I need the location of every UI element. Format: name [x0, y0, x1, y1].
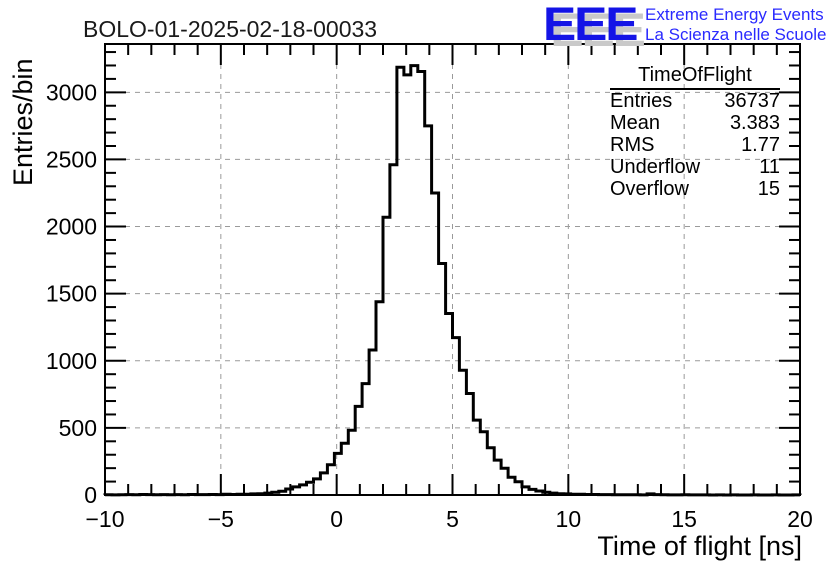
svg-text:5: 5: [446, 506, 459, 532]
stats-label: Entries: [610, 90, 673, 112]
y-axis-title: Entries/bin: [8, 58, 38, 186]
stats-label: RMS: [610, 134, 655, 156]
svg-text:10: 10: [556, 506, 582, 532]
svg-text:2000: 2000: [46, 214, 97, 240]
stats-label: Overflow: [610, 178, 689, 200]
svg-text:1500: 1500: [46, 281, 97, 307]
svg-text:500: 500: [59, 415, 97, 441]
svg-text:15: 15: [671, 506, 697, 532]
svg-text:2500: 2500: [46, 146, 97, 172]
stats-row-underflow: Underflow 11: [610, 156, 780, 178]
stats-box: TimeOfFlight Entries 36737 Mean 3.383 RM…: [610, 64, 780, 200]
stats-label: Mean: [610, 112, 661, 134]
svg-text:0: 0: [84, 482, 97, 508]
eee-logo-line1: Extreme Energy Events: [645, 5, 824, 24]
stats-value: 11: [759, 156, 780, 178]
eee-logo: EEE Extreme Energy Events La Scienza nel…: [543, 0, 827, 47]
eee-logo-line2: La Scienza nelle Scuole: [645, 25, 827, 44]
stats-value: 15: [757, 178, 780, 200]
stats-value: 36737: [724, 90, 780, 112]
svg-text:3000: 3000: [46, 79, 97, 105]
stats-row-rms: RMS 1.77: [610, 134, 780, 156]
stats-row-entries: Entries 36737: [610, 90, 780, 112]
stats-title: TimeOfFlight: [610, 64, 780, 90]
page-title: BOLO-01-2025-02-18-00033: [83, 16, 378, 42]
svg-text:1000: 1000: [46, 348, 97, 374]
axis-tick-labels: −10 −5 0 5 10 15 20 0 500 1000 1500 2000 2500 3000: [46, 79, 813, 532]
eee-logo-text: Extreme Energy Events La Scienza nelle S…: [645, 5, 826, 45]
stats-row-mean: Mean 3.383: [610, 112, 780, 134]
x-axis-title: Time of flight [ns]: [597, 531, 802, 561]
eee-logo-acronym: EEE: [543, 0, 638, 50]
svg-text:−10: −10: [85, 506, 124, 532]
stats-label: Underflow: [610, 156, 701, 178]
stats-value: 1.77: [741, 134, 780, 156]
svg-text:0: 0: [330, 506, 343, 532]
svg-text:20: 20: [787, 506, 813, 532]
stats-value: 3.383: [729, 112, 780, 134]
axis-ticks: [104, 44, 801, 496]
svg-text:−5: −5: [208, 506, 234, 532]
stats-row-overflow: Overflow 15: [610, 178, 780, 200]
